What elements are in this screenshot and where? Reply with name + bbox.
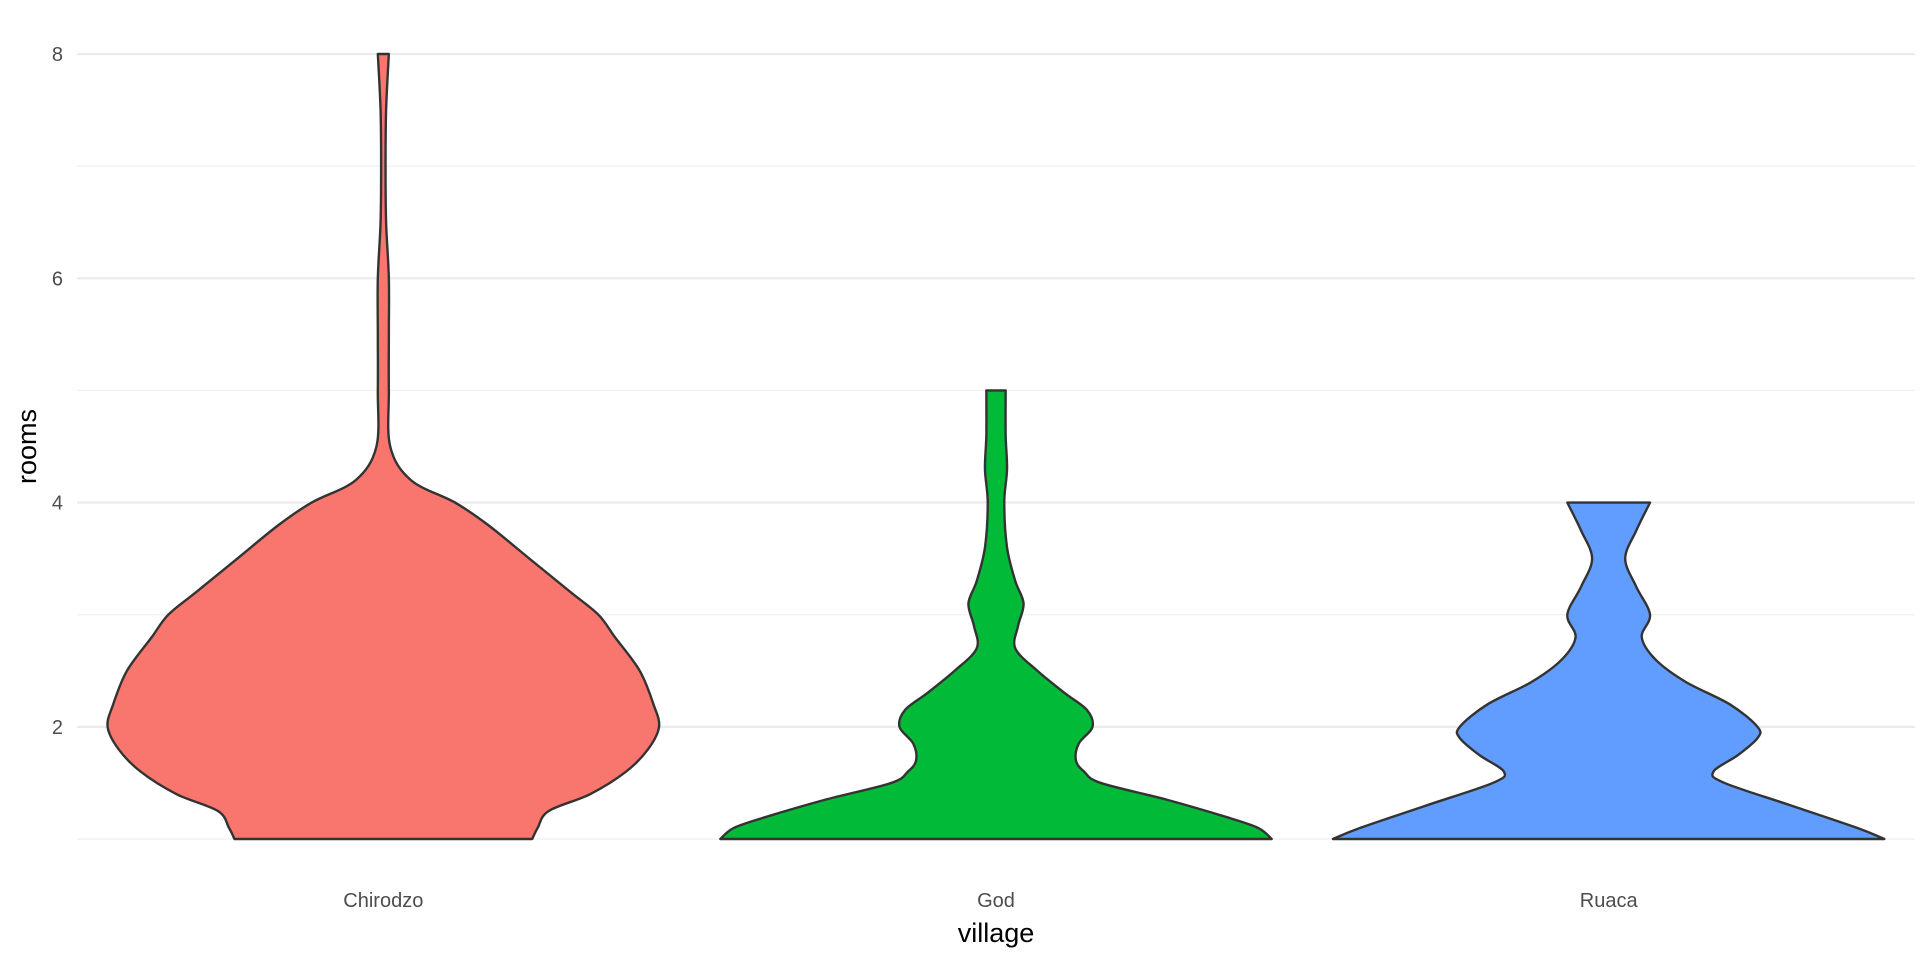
y-axis-ticks: 2 4 6 8 xyxy=(52,44,63,739)
x-tick-label: God xyxy=(977,890,1015,912)
x-tick-label: Ruaca xyxy=(1580,890,1639,912)
y-axis-title: rooms xyxy=(12,409,42,484)
y-tick-label: 8 xyxy=(52,44,63,66)
y-tick-label: 6 xyxy=(52,268,63,290)
x-axis-title: village xyxy=(958,918,1035,948)
violin-god xyxy=(719,389,1273,841)
x-tick-label: Chirodzo xyxy=(343,890,423,912)
y-tick-label: 4 xyxy=(52,493,63,515)
y-tick-label: 2 xyxy=(52,717,63,739)
violins xyxy=(106,52,1886,841)
x-axis-ticks: Chirodzo God Ruaca xyxy=(343,890,1638,912)
violin-ruaca xyxy=(1331,501,1886,841)
violin-chirodzo xyxy=(106,52,661,841)
